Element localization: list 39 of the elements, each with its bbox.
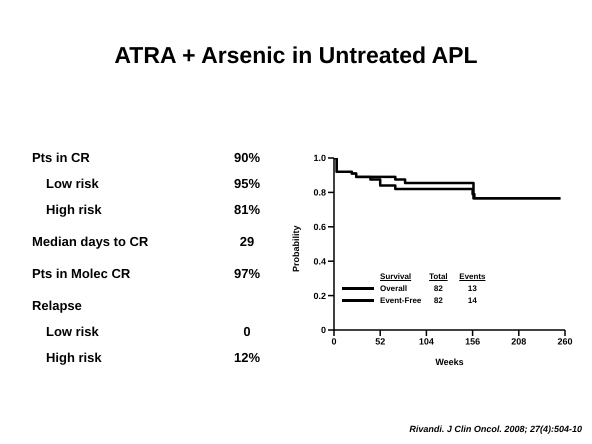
y-tick-label: 1.0 — [313, 153, 326, 164]
category-label: High risk — [46, 350, 102, 365]
text: 81% — [234, 202, 260, 217]
text: 90% — [234, 150, 260, 165]
text: 29 — [240, 234, 254, 249]
y-tick-label: 0.4 — [313, 256, 326, 266]
category-label: Median days to CR — [32, 234, 148, 249]
y-tick-label: 0.6 — [313, 222, 326, 232]
y-tick-label: 0.8 — [313, 188, 326, 198]
x-tick-label: 0 — [331, 336, 337, 346]
x-tick-label: 156 — [465, 336, 480, 346]
legend-label: Event-Free — [380, 296, 422, 305]
category-label: Relapse — [32, 298, 82, 313]
annotation: 82 — [432, 296, 444, 305]
annotation: Total — [428, 272, 449, 281]
x-axis-title: Weeks — [435, 357, 464, 367]
category-label: Low risk — [46, 324, 99, 339]
annotation: 14 — [466, 296, 478, 305]
x-tick-label: 104 — [418, 336, 434, 346]
x-tick-label: 208 — [511, 336, 526, 346]
text: 95% — [234, 176, 260, 191]
x-tick-label: 52 — [375, 336, 386, 346]
category-label: Pts in CR — [32, 150, 90, 165]
y-tick-label: 0.2 — [313, 290, 326, 301]
x-tick-label: 260 — [557, 336, 573, 346]
annotation: Events — [458, 272, 486, 281]
y-tick-label: 0 — [320, 325, 326, 336]
legend-label: Overall — [380, 284, 408, 293]
text: 12% — [234, 350, 260, 365]
text: ATRA + Arsenic in Untreated APL — [113, 42, 479, 69]
text: Rivandi. J Clin Oncol. 2008; 27(4):504-10 — [409, 424, 582, 434]
text: 97% — [234, 266, 260, 281]
annotation: 82 — [432, 284, 444, 293]
category-label: High risk — [46, 202, 102, 217]
category-label: Pts in Molec CR — [32, 266, 130, 281]
annotation: 13 — [466, 284, 478, 293]
legend-title: Survival — [380, 272, 412, 281]
y-axis-title: Probability — [291, 225, 302, 272]
category-label: Low risk — [46, 176, 99, 191]
